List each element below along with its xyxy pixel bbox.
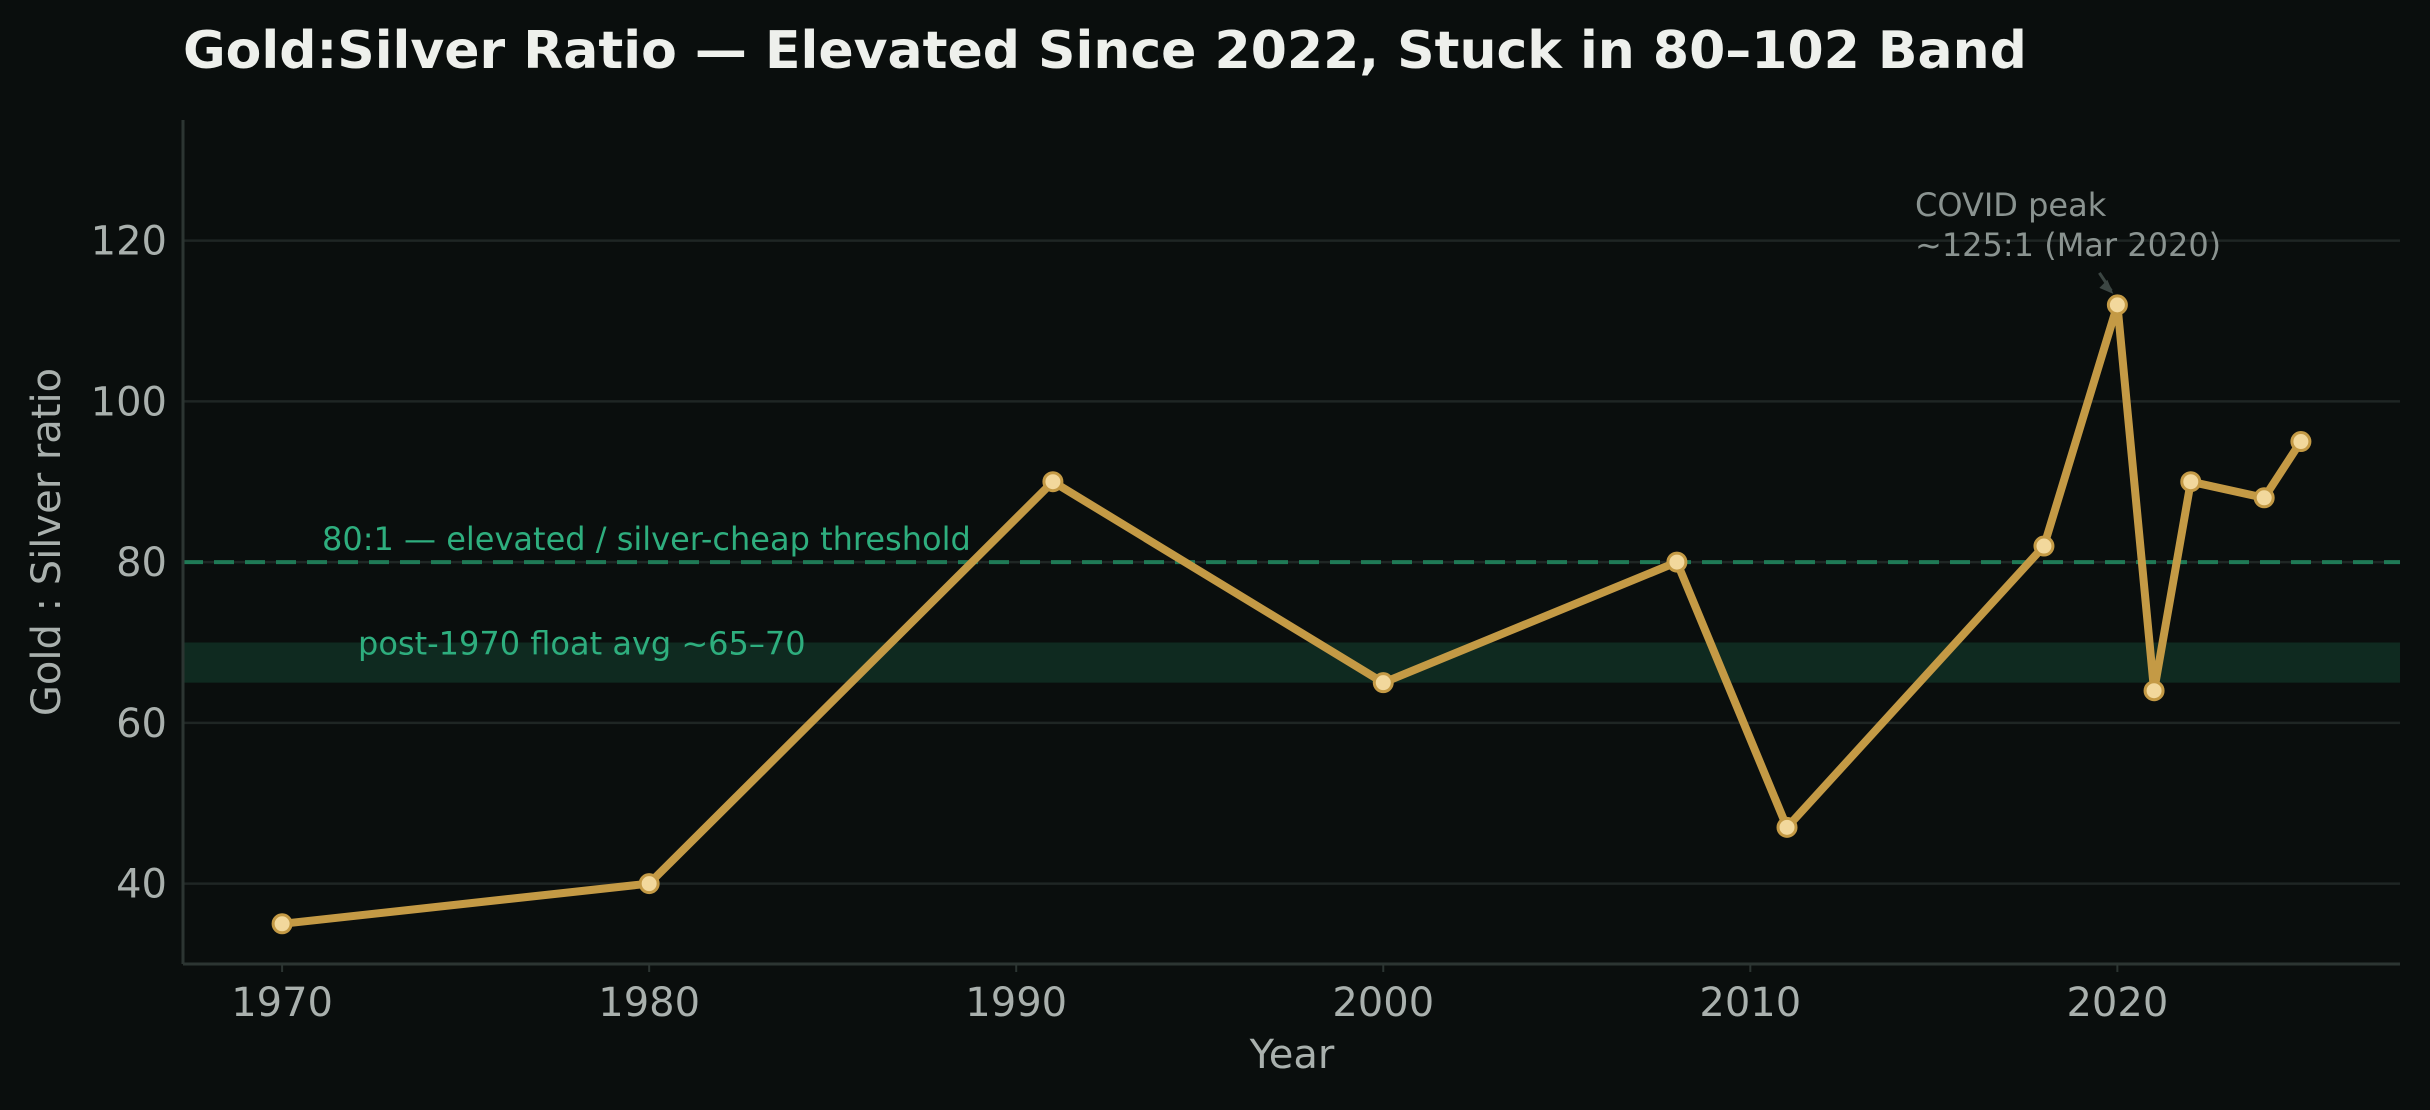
x-tick-label: 2020 [2066, 980, 2168, 1026]
data-point [2292, 433, 2310, 451]
y-tick-label: 80 [116, 540, 167, 586]
data-point [1044, 473, 1062, 491]
y-tick-label: 40 [116, 862, 167, 908]
y-axis-label: Gold : Silver ratio [24, 368, 70, 716]
annotation-label: COVID peak [1915, 186, 2107, 224]
chart-title: Gold:Silver Ratio — Elevated Since 2022,… [183, 21, 2027, 81]
x-tick-label: 2010 [1699, 980, 1801, 1026]
data-point [2182, 473, 2200, 491]
data-point [2035, 537, 2053, 555]
data-point [2145, 682, 2163, 700]
annotation-label: ~125:1 (Mar 2020) [1915, 226, 2221, 264]
data-point [273, 915, 291, 933]
y-tick-label: 60 [116, 701, 167, 747]
annotation-arrowhead [2099, 280, 2113, 294]
plot-area: 40 60 80 100 120 1970 1980 1990 2000 2010 2020 80:1… [91, 120, 2400, 1026]
data-point [2255, 489, 2273, 507]
x-axis-label: Year [1249, 1032, 1335, 1078]
band-label: post-1970 float avg ~65–70 [358, 625, 806, 663]
data-point [1668, 553, 1686, 571]
data-point [1374, 674, 1392, 692]
data-point [2108, 296, 2126, 314]
data-point [640, 875, 658, 893]
x-tick-label: 2000 [1332, 980, 1434, 1026]
y-tick-label: 120 [91, 219, 167, 265]
threshold-label: 80:1 — elevated / silver-cheap threshold [322, 520, 971, 558]
x-tick-label: 1980 [598, 980, 700, 1026]
series-line [282, 305, 2301, 924]
data-point [1778, 818, 1796, 836]
x-tick-label: 1970 [231, 980, 333, 1026]
x-tick-label: 1990 [965, 980, 1067, 1026]
y-tick-label: 100 [91, 379, 167, 425]
